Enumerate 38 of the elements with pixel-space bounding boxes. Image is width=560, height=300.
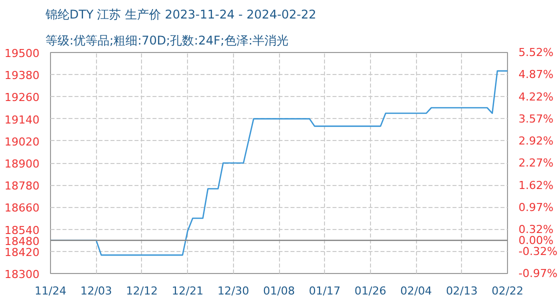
x-tick-label: 12/30 <box>217 284 250 298</box>
y2-tick-label: 0.00% <box>518 234 554 247</box>
y2-tick-label: 4.22% <box>518 90 554 104</box>
y2-tick-label: 2.27% <box>518 156 554 170</box>
y2-tick-label: 3.57% <box>518 112 554 126</box>
x-tick-label: 12/21 <box>172 284 204 298</box>
y-tick-label: 18660 <box>4 202 40 215</box>
x-tick-label: 12/03 <box>80 284 112 298</box>
y2-tick-label: 4.87% <box>518 68 554 82</box>
chart-subtitle: 等级:优等品;粗细:70D;孔数:24F;色泽:半消光 <box>46 34 288 48</box>
y-tick-label: 18780 <box>4 180 40 193</box>
y-tick-label: 18300 <box>4 268 40 281</box>
y-tick-label: 19020 <box>4 135 40 148</box>
y2-tick-label: -0.32% <box>518 244 558 258</box>
y-tick-label: 19140 <box>4 113 40 126</box>
y-tick-label: 19380 <box>4 69 40 82</box>
y2-tick-label: 0.97% <box>518 200 554 214</box>
x-tick-label: 02/22 <box>492 284 524 298</box>
y-tick-label: 19500 <box>4 47 40 60</box>
y-tick-label: 18540 <box>4 224 40 237</box>
line-series <box>50 70 508 256</box>
x-tick-label: 01/26 <box>354 284 386 298</box>
x-tick-label: 01/08 <box>263 284 295 298</box>
y2-tick-label: 2.92% <box>518 134 554 148</box>
x-tick-label: 11/24 <box>34 284 66 298</box>
chart-title: 锦纶DTY 江苏 生产价 2023-11-24 - 2024-02-22 <box>44 8 316 22</box>
y2-tick-label: 0.32% <box>518 223 554 236</box>
x-tick-label: 02/13 <box>446 284 478 298</box>
y2-tick-label: 5.52% <box>518 46 554 59</box>
x-tick-label: 02/04 <box>400 284 432 298</box>
y-tick-label: 18420 <box>4 246 40 259</box>
y2-tick-label: -0.97% <box>518 267 558 280</box>
y-tick-label: 18900 <box>4 158 40 170</box>
x-tick-label: 01/17 <box>308 284 341 298</box>
y-tick-label: 18480 <box>4 234 40 248</box>
x-tick-label: 12/12 <box>126 284 158 298</box>
y-tick-label: 19260 <box>4 91 40 104</box>
y2-tick-label: 1.62% <box>518 178 554 192</box>
